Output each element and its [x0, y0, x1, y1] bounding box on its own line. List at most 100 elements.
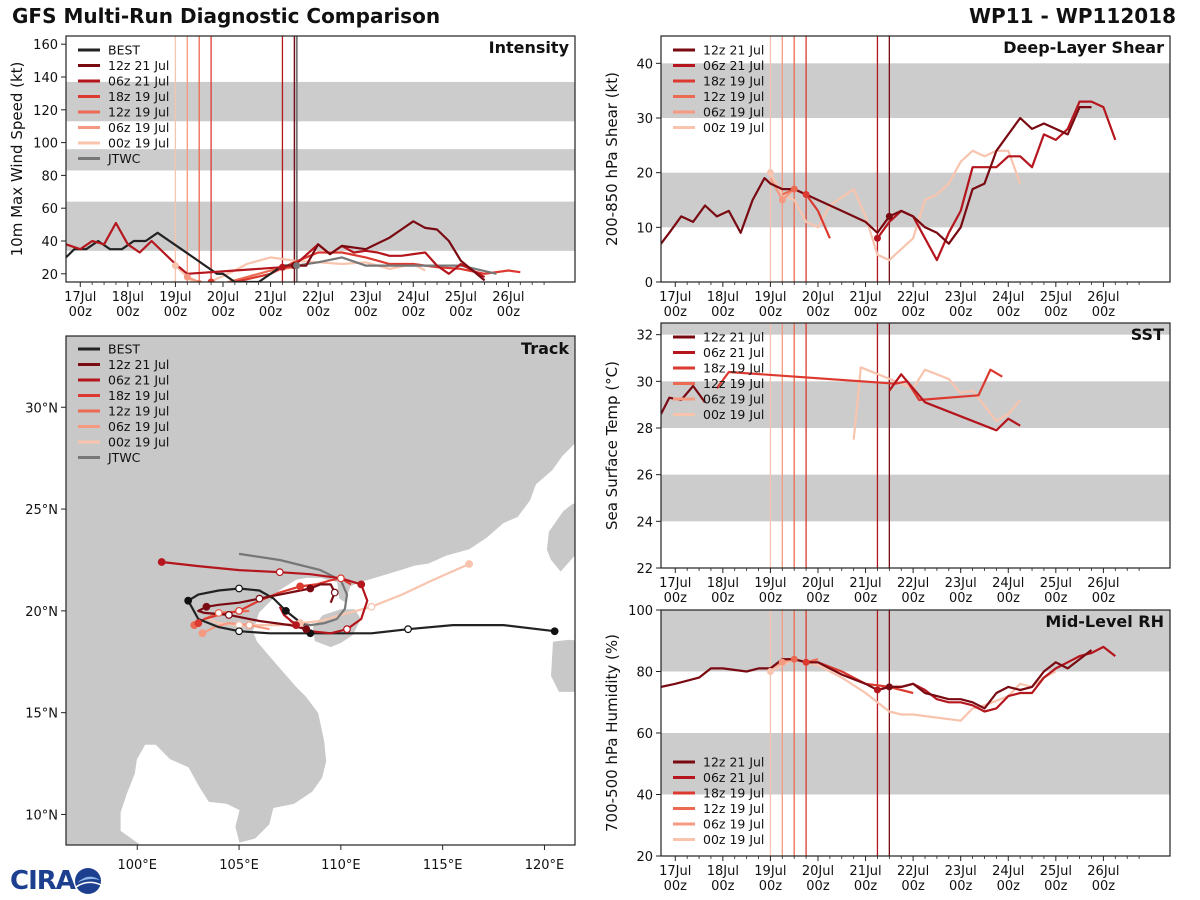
- track-marker-00z-19-jul: [367, 602, 376, 611]
- storm-id: WP11 - WP112018: [969, 4, 1176, 28]
- sst-plot-area: [661, 323, 1170, 568]
- intensity-jtwc-marker: [293, 262, 301, 270]
- shear-legend-label-12z-21-jul: 12z 21 Jul: [703, 43, 764, 58]
- track-marker-06z-21-jul: [275, 568, 284, 577]
- rh-xtick-label-day: 21Jul: [849, 864, 881, 879]
- sst-ytick-label: 30: [636, 375, 653, 390]
- rh-xtick-label-hour: 00z: [1044, 879, 1068, 894]
- rh-xtick-label-hour: 00z: [1092, 879, 1116, 894]
- shear-xtick-label-hour: 00z: [759, 305, 783, 320]
- rh-xtick-label-hour: 00z: [949, 879, 973, 894]
- shear-ytick-label: 40: [636, 57, 653, 72]
- rh-legend-label-06z-21-jul: 06z 21 Jul: [703, 770, 764, 785]
- track-line-06z-19-jul: [201, 621, 270, 635]
- shear-run-marker-12z-19-jul: [790, 185, 798, 193]
- sst-series-00z-19-jul: [852, 366, 1022, 440]
- sst-ytick-label: 24: [636, 515, 653, 530]
- shear-legend-label-00z-19-jul: 00z 19 Jul: [703, 120, 764, 135]
- shear-series-00z-19-jul: [769, 149, 1022, 262]
- intensity-legend-label-18z-19-jul: 18z 19 Jul: [108, 89, 169, 104]
- rh-ytick-label: 20: [636, 850, 653, 865]
- sst-xtick-label-day: 22Jul: [897, 576, 929, 591]
- track-legend-label-06z-21-jul: 06z 21 Jul: [108, 373, 169, 388]
- sst-xtick-label-day: 21Jul: [849, 576, 881, 591]
- intensity-xtick-label-hour: 00z: [449, 305, 473, 320]
- intensity-run-marker-06z-21-jul: [278, 263, 286, 271]
- sst-xtick-label-hour: 00z: [997, 591, 1021, 606]
- sst-series-06z-21-jul: [888, 373, 1021, 432]
- shear-ytick-label: 10: [636, 221, 653, 236]
- track-lon-label: 110°E: [321, 858, 361, 873]
- rh-xtick-label-hour: 00z: [997, 879, 1021, 894]
- rh-xtick-label-hour: 00z: [759, 879, 783, 894]
- sst-xtick-label-hour: 00z: [711, 591, 735, 606]
- track-marker-18z-19-jul: [194, 619, 203, 627]
- sst-xtick-label-day: 25Jul: [1040, 576, 1072, 591]
- rh-ytick-label: 80: [636, 666, 653, 681]
- shear-xtick-label-day: 25Jul: [1040, 290, 1072, 305]
- track-marker-12z-21-jul: [224, 611, 233, 619]
- track-marker-best: [404, 625, 412, 634]
- intensity-ytick-label: 20: [41, 268, 58, 283]
- intensity-legend-label-12z-19-jul: 12z 19 Jul: [108, 105, 169, 120]
- rh-legend-label-12z-19-jul: 12z 19 Jul: [703, 801, 764, 816]
- intensity-xtick-label-day: 17Jul: [64, 290, 96, 305]
- logo-text: CIRA: [10, 866, 76, 896]
- sst-panel-title: SST: [1131, 325, 1164, 344]
- shear-frame: [660, 35, 1171, 283]
- track-frame: [65, 335, 576, 846]
- land-hainan: [311, 608, 362, 648]
- track-panel: 100°E 105°E 110°E 115°E 120°E 10°N 15°N 20°N 25°…: [25, 335, 576, 873]
- rh-ylabel: 700-500 hPa Humidity (%): [603, 634, 621, 832]
- sst-shade-band: [661, 323, 1170, 335]
- intensity-ytick-label: 120: [33, 104, 58, 119]
- rh-ytick-label: 100: [628, 604, 653, 619]
- shear-xtick-label-hour: 00z: [1092, 305, 1116, 320]
- intensity-xtick-label-hour: 00z: [211, 305, 235, 320]
- track-marker-12z-21-jul: [306, 584, 315, 593]
- intensity-run-marker-18z-19-jul: [207, 278, 215, 282]
- track-marker-12z-19-jul: [214, 608, 223, 617]
- sst-xtick-label-hour: 00z: [854, 591, 878, 606]
- track-marker-06z-19-jul: [198, 629, 207, 638]
- track-marker-18z-19-jul: [296, 582, 305, 591]
- sst-xtick-label-hour: 00z: [949, 591, 973, 606]
- track-legend-label-18z-19-jul: 18z 19 Jul: [108, 388, 169, 403]
- track-marker-18z-19-jul: [235, 606, 243, 615]
- rh-run-marker-00z-19-jul: [766, 668, 774, 675]
- intensity-xtick-label-hour: 00z: [116, 305, 140, 320]
- shear-xtick-label-day: 20Jul: [802, 290, 834, 305]
- rh-xtick-label-day: 25Jul: [1040, 864, 1072, 879]
- intensity-xtick-label-day: 18Jul: [112, 290, 144, 305]
- shear-xtick-label-day: 22Jul: [897, 290, 929, 305]
- sst-legend-label-12z-19-jul: 12z 19 Jul: [703, 376, 764, 391]
- rh-run-marker-18z-19-jul: [802, 658, 810, 666]
- intensity-shade-band: [66, 81, 575, 122]
- shear-legend-label-18z-19-jul: 18z 19 Jul: [703, 74, 764, 89]
- sst-xtick-label-day: 19Jul: [754, 576, 786, 591]
- rh-run-marker-06z-21-jul: [873, 686, 881, 694]
- track-marker-06z-21-jul: [157, 558, 166, 566]
- shear-series-18z-19-jul: [805, 193, 831, 239]
- shear-panel-title: Deep-Layer Shear: [1003, 38, 1164, 57]
- rh-xtick-label-day: 22Jul: [897, 864, 929, 879]
- track-legend-label-jtwc: JTWC: [107, 450, 141, 465]
- shear-series-06z-21-jul: [876, 100, 1117, 262]
- rh-xtick-label-hour: 00z: [806, 879, 830, 894]
- rh-series-00z-19-jul: [769, 658, 1057, 722]
- shear-xtick-label-hour: 00z: [949, 305, 973, 320]
- intensity-panel: 2040608010012014016017Jul00z18Jul00z19Ju…: [8, 35, 576, 320]
- track-marker-18z-19-jul: [336, 574, 345, 583]
- rh-xtick-label-day: 17Jul: [659, 864, 691, 879]
- track-legend-label-best: BEST: [108, 342, 140, 357]
- rh-xtick-label-day: 24Jul: [992, 864, 1024, 879]
- sst-xtick-label-hour: 00z: [1092, 591, 1116, 606]
- intensity-xtick-label-hour: 00z: [497, 305, 521, 320]
- rh-xtick-label-day: 26Jul: [1087, 864, 1119, 879]
- track-lat-label: 15°N: [25, 707, 58, 722]
- intensity-xtick-label-day: 23Jul: [350, 290, 382, 305]
- sst-legend-label-00z-19-jul: 00z 19 Jul: [703, 407, 764, 422]
- sst-frame: [660, 322, 1171, 569]
- shear-ytick-label: 0: [645, 276, 653, 291]
